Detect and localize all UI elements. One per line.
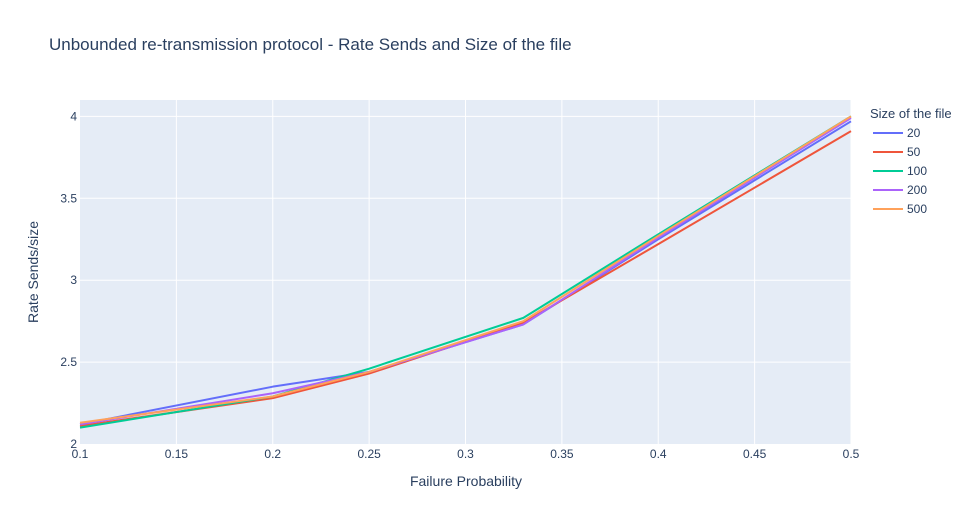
y-tick-label: 2 [70,437,77,451]
legend-label-50[interactable]: 50 [907,145,921,159]
x-axis-title: Failure Probability [410,473,522,489]
x-tick-label: 0.3 [457,447,474,461]
legend-label-200[interactable]: 200 [907,183,927,197]
y-axis-title: Rate Sends/size [25,221,41,323]
legend: Size of the file 20 50 100 200 500 [870,106,952,216]
y-axis-ticks: 2 2.5 3 3.5 4 [60,109,77,451]
y-tick-label: 4 [70,109,77,123]
series-line-200[interactable] [79,117,852,426]
chart-title: Unbounded re-transmission protocol - Rat… [49,35,572,54]
legend-label-500[interactable]: 500 [907,202,927,216]
series-line-500[interactable] [79,115,852,424]
x-axis-ticks: 0.1 0.15 0.2 0.25 0.3 0.35 0.4 0.45 0.5 [72,447,860,461]
x-tick-label: 0.35 [550,447,574,461]
x-tick-label: 0.45 [743,447,767,461]
legend-label-100[interactable]: 100 [907,164,927,178]
series-lines [79,115,852,429]
y-tick-label: 2.5 [60,355,77,369]
x-tick-label: 0.1 [72,447,89,461]
y-tick-label: 3 [70,273,77,287]
x-tick-label: 0.4 [650,447,667,461]
legend-title: Size of the file [870,106,952,121]
legend-label-20[interactable]: 20 [907,126,921,140]
x-tick-label: 0.15 [165,447,189,461]
x-tick-label: 0.25 [357,447,381,461]
x-tick-label: 0.2 [264,447,281,461]
y-tick-label: 3.5 [60,191,77,205]
x-tick-label: 0.5 [843,447,860,461]
